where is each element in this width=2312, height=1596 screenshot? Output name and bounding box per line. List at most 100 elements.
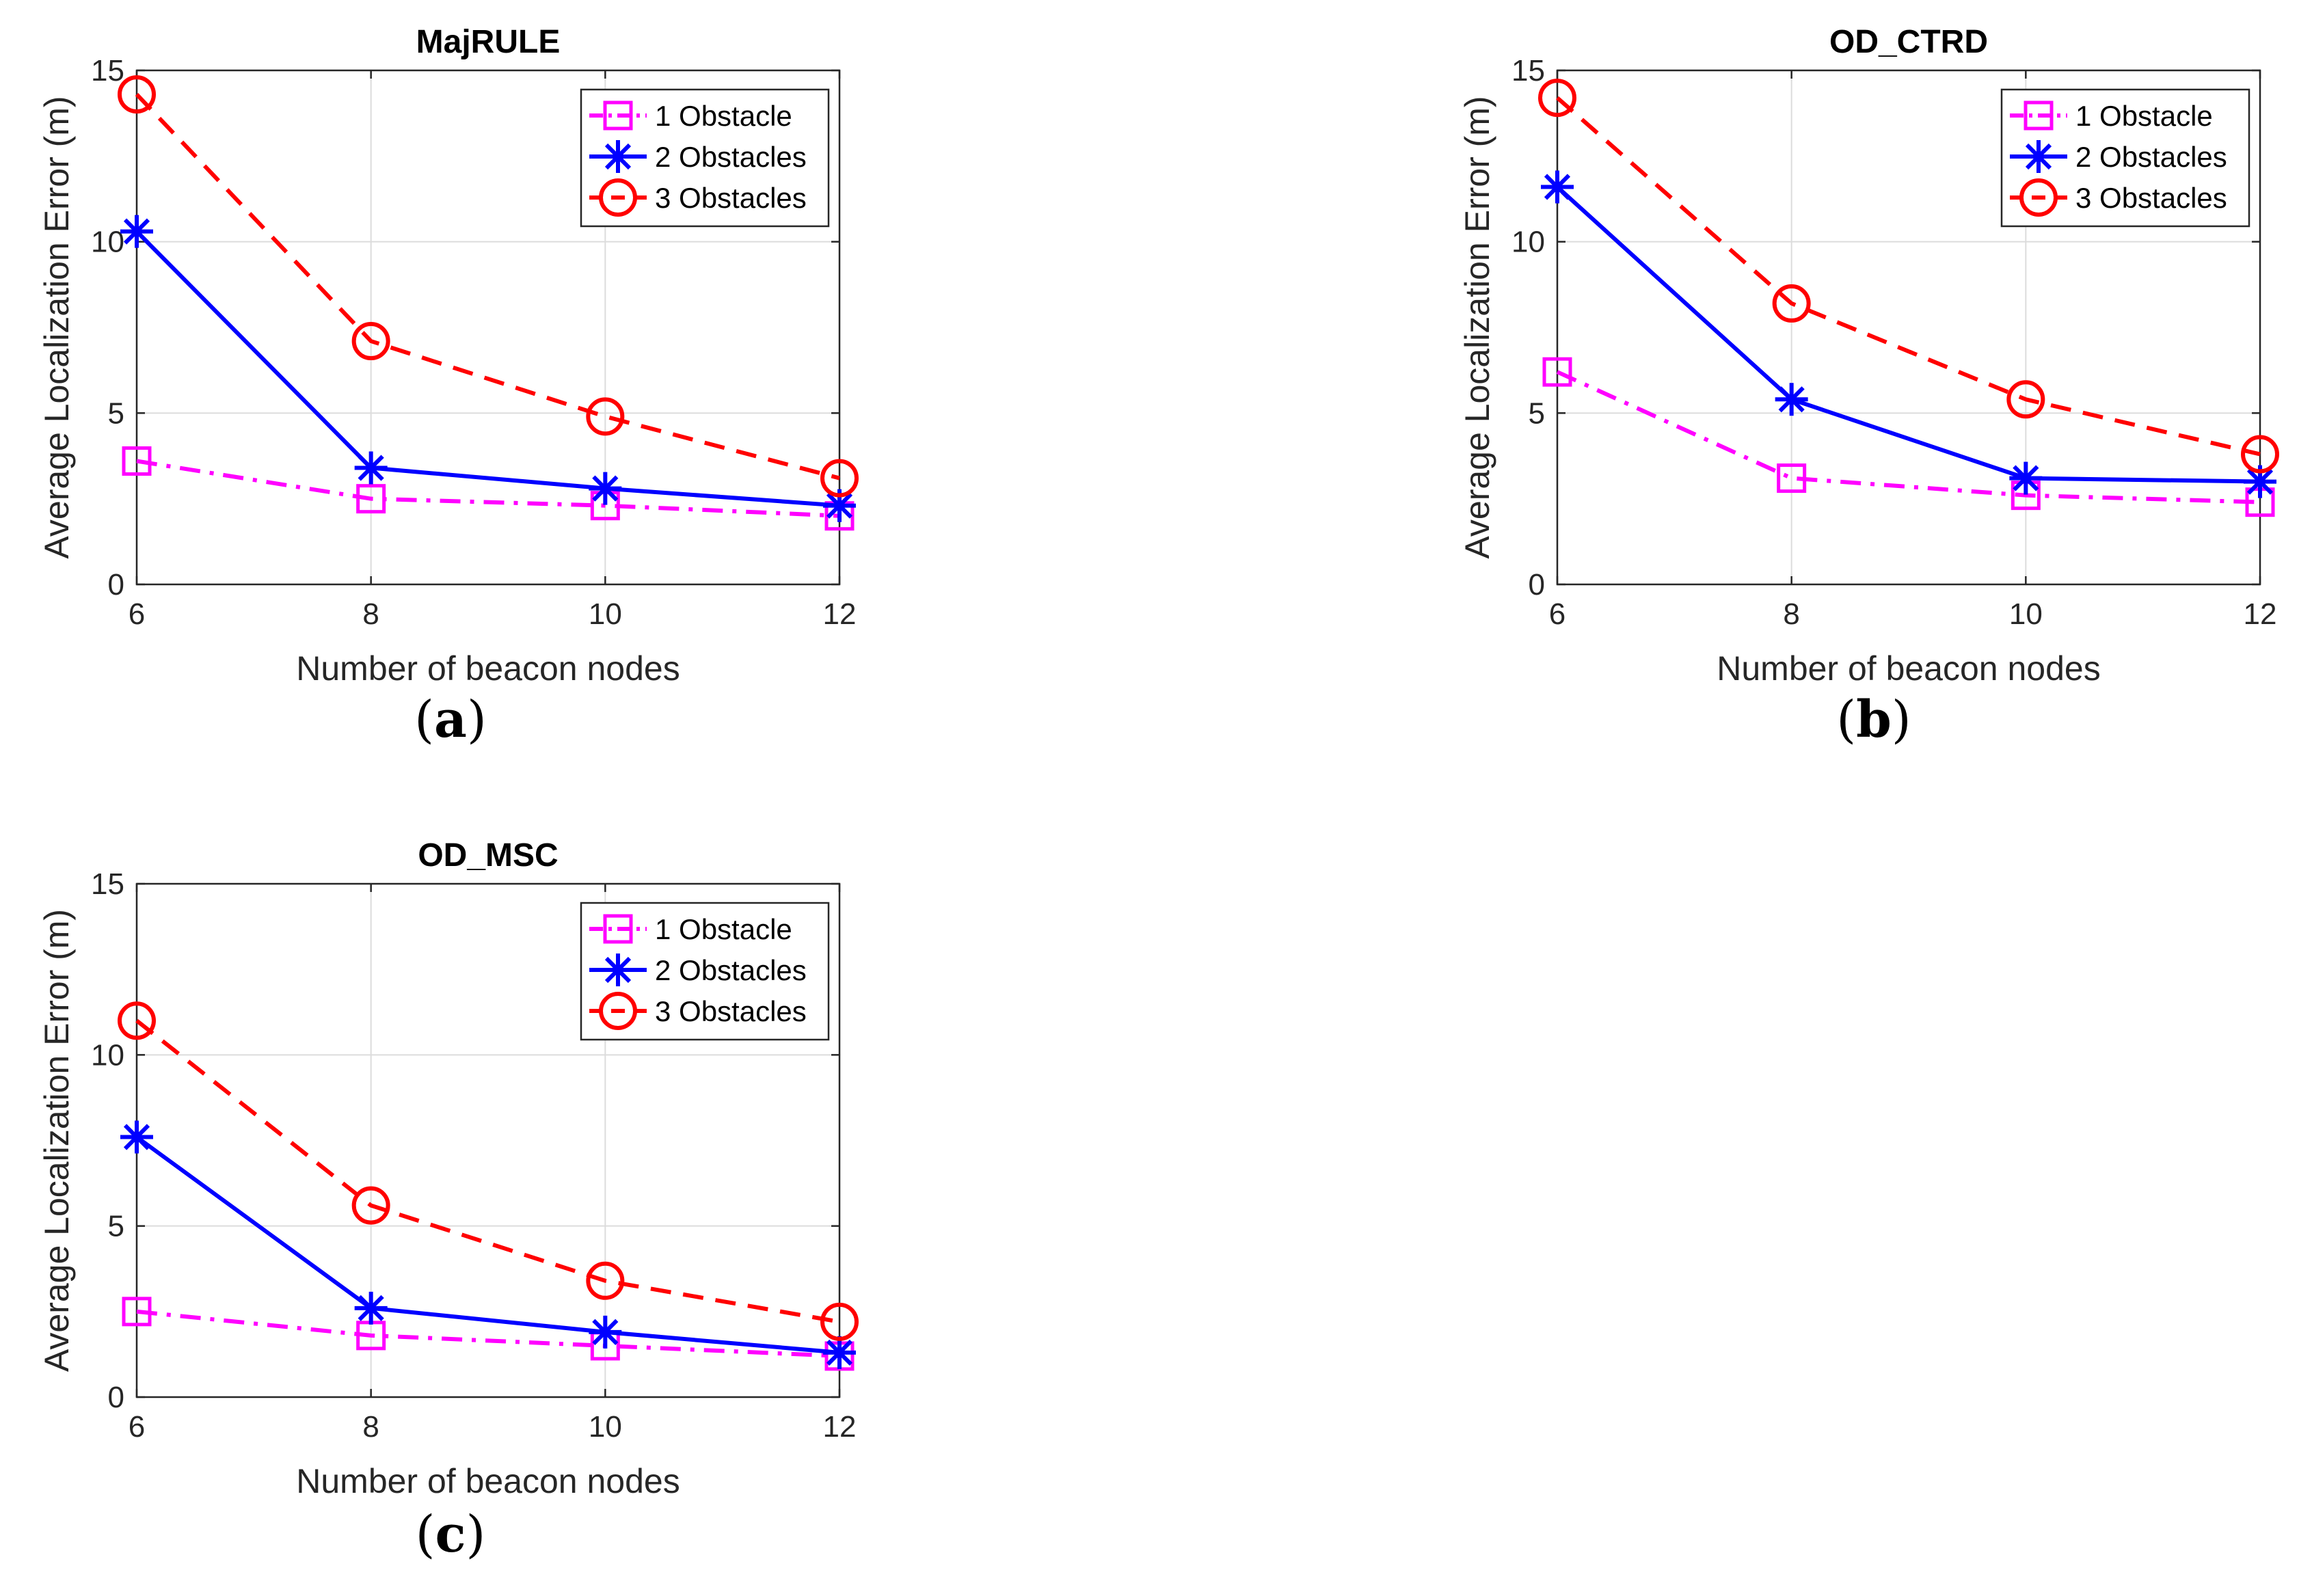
x-tick-label: 8 xyxy=(362,597,379,631)
series-line-1 xyxy=(136,1309,840,1358)
y-axis-label: Average Localization Error (m) xyxy=(38,909,76,1372)
legend-label-3: 3 Obstacles xyxy=(655,995,807,1027)
data-point-series-3 xyxy=(118,75,156,114)
data-point-series-2 xyxy=(589,1315,622,1349)
legend-label-1: 1 Obstacle xyxy=(2075,100,2213,132)
data-point-series-2 xyxy=(823,1336,856,1369)
axes-box xyxy=(135,69,841,586)
x-tick-label: 12 xyxy=(823,1410,857,1444)
y-tick-label: 5 xyxy=(108,1210,124,1243)
y-axis-label: Average Localization Error (m) xyxy=(38,96,76,558)
y-tick-label: 5 xyxy=(1529,396,1545,430)
data-point-series-2 xyxy=(120,1120,153,1154)
x-tick-label: 10 xyxy=(589,1410,622,1444)
x-tick-label: 10 xyxy=(589,597,622,631)
data-point-series-1 xyxy=(122,1297,152,1327)
legend-marker-3 xyxy=(2019,178,2058,217)
legend: 1 Obstacle 2 Obstacles 3 Obstacles xyxy=(580,902,830,1041)
legend-label-1: 1 Obstacle xyxy=(655,100,792,132)
y-tick-label: 15 xyxy=(1511,54,1545,87)
legend-marker-3 xyxy=(599,992,637,1030)
x-tick-label: 8 xyxy=(1783,597,1799,631)
y-tick-label: 0 xyxy=(1529,568,1545,601)
y-tick-label: 10 xyxy=(91,1038,124,1072)
series-line-3 xyxy=(135,1018,840,1324)
x-tick-label: 6 xyxy=(129,1410,145,1444)
x-tick-label: 12 xyxy=(2244,597,2277,631)
series-line-2 xyxy=(135,1135,840,1355)
legend-box xyxy=(580,902,830,1041)
chart-panel-1: 6 8 10 12 0 5 10 15 MajRULE Number of beacon node… xyxy=(38,24,859,749)
data-point-series-2 xyxy=(823,489,856,522)
x-tick-label: 12 xyxy=(823,597,857,631)
series-line-3 xyxy=(1556,96,2261,457)
x-tick-label: 6 xyxy=(1549,597,1565,631)
legend-label-3: 3 Obstacles xyxy=(655,182,807,214)
legend-marker-2 xyxy=(2022,140,2055,173)
legend-marker-1 xyxy=(2024,100,2054,131)
data-point-series-2 xyxy=(1541,170,1574,204)
chart-panel-2: 6 8 10 12 0 5 10 15 OD_CTRD Number of beacon node… xyxy=(1458,24,2279,749)
data-point-series-3 xyxy=(1538,79,1576,118)
data-point-series-3 xyxy=(820,459,859,498)
data-point-series-2 xyxy=(120,215,153,248)
legend-marker-3 xyxy=(599,178,637,217)
data-point-series-3 xyxy=(820,1302,859,1341)
data-point-series-1 xyxy=(1777,463,1807,493)
legend-marker-1 xyxy=(603,100,633,131)
chart-title: OD_CTRD xyxy=(1829,24,1988,60)
data-point-series-3 xyxy=(118,1001,156,1040)
data-point-series-3 xyxy=(1772,284,1811,323)
series-line-3 xyxy=(135,93,840,481)
data-point-series-3 xyxy=(2241,435,2279,474)
y-tick-label: 5 xyxy=(108,396,124,430)
legend-label-3: 3 Obstacles xyxy=(2075,182,2227,214)
data-point-series-2 xyxy=(2244,465,2276,498)
legend-label-2: 2 Obstacles xyxy=(655,141,807,173)
y-tick-label: 15 xyxy=(91,867,124,901)
data-point-series-1 xyxy=(122,446,152,476)
legend-marker-2 xyxy=(602,140,634,173)
y-tick-label: 0 xyxy=(108,568,124,601)
x-axis-label: Number of beacon nodes xyxy=(1717,649,2100,688)
data-point-series-2 xyxy=(589,472,622,505)
y-tick-label: 10 xyxy=(91,226,124,259)
data-point-series-2 xyxy=(354,1291,388,1325)
data-point-series-3 xyxy=(586,397,625,436)
legend-marker-1 xyxy=(603,914,633,944)
y-axis-label: Average Localization Error (m) xyxy=(1458,96,1496,558)
series-line-2 xyxy=(135,230,840,508)
legend-label-2: 2 Obstacles xyxy=(655,954,807,986)
data-point-series-1 xyxy=(356,484,386,514)
x-tick-label: 6 xyxy=(129,597,145,631)
legend-label-2: 2 Obstacles xyxy=(2075,141,2227,173)
y-tick-label: 10 xyxy=(1511,226,1545,259)
series-line-2 xyxy=(1555,185,2261,484)
panel-caption: (c) xyxy=(416,1505,486,1564)
data-point-series-3 xyxy=(351,322,390,361)
y-tick-label: 0 xyxy=(108,1381,124,1414)
legend: 1 Obstacle 2 Obstacles 3 Obstacles xyxy=(580,88,830,228)
legend: 1 Obstacle 2 Obstacles 3 Obstacles xyxy=(2000,88,2250,228)
chart-title: MajRULE xyxy=(416,24,561,60)
x-axis-label: Number of beacon nodes xyxy=(296,1462,680,1500)
legend-marker-2 xyxy=(602,953,634,986)
data-point-series-2 xyxy=(1775,383,1808,416)
data-point-series-3 xyxy=(586,1261,625,1300)
panel-caption: (b) xyxy=(1836,690,1911,749)
panel-caption: (a) xyxy=(414,690,487,749)
series-line-1 xyxy=(136,459,840,518)
legend-label-1: 1 Obstacle xyxy=(655,913,792,945)
data-point-series-2 xyxy=(2009,461,2043,495)
data-point-series-3 xyxy=(351,1186,390,1225)
axes-box xyxy=(1556,69,2261,586)
x-axis-label: Number of beacon nodes xyxy=(296,649,680,688)
data-point-series-3 xyxy=(2006,380,2045,419)
chart-panel-3: 6 8 10 12 0 5 10 15 OD_MSC Number of beacon nodes… xyxy=(38,837,859,1564)
x-tick-label: 8 xyxy=(362,1410,379,1444)
data-point-series-2 xyxy=(354,451,388,485)
y-tick-label: 15 xyxy=(91,54,124,87)
chart-title: OD_MSC xyxy=(418,837,558,874)
data-point-series-1 xyxy=(1542,357,1572,387)
